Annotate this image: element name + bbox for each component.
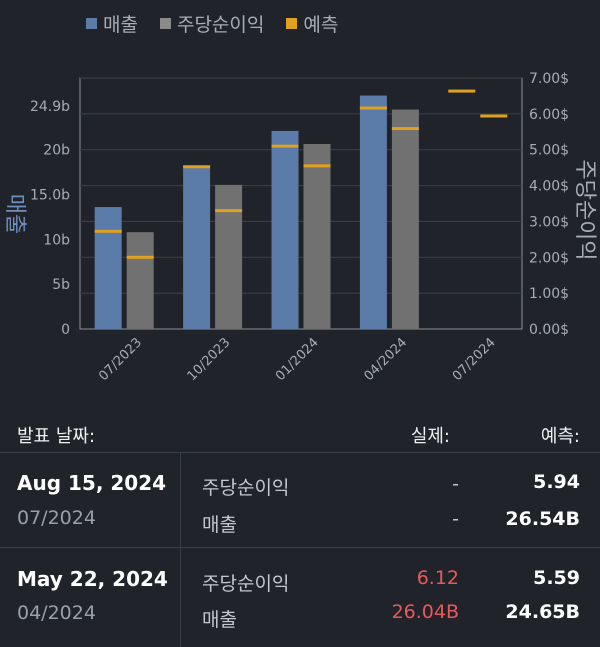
y-tick-label-left: 0 bbox=[61, 322, 70, 338]
metric-actual: - bbox=[452, 473, 459, 495]
legend-item-revenue[interactable]: 매출 bbox=[86, 10, 138, 37]
forecast-marker-revenue bbox=[359, 106, 387, 110]
y-tick-label-right: 7.00$ bbox=[529, 71, 569, 87]
legend-swatch-forecast bbox=[286, 18, 298, 29]
y-tick-label-right: 6.00$ bbox=[529, 107, 569, 123]
forecast-marker-revenue bbox=[448, 89, 476, 93]
row-divider bbox=[180, 453, 181, 547]
x-tick-label: 10/2023 bbox=[185, 335, 234, 384]
legend-swatch-eps bbox=[159, 18, 171, 29]
legend-swatch-revenue bbox=[86, 18, 97, 29]
earnings-chart: 0.00$ 1.00$ 2.00$ 3.00$ 4.00$ 5.00$ 6.00$ 7.00$… bbox=[2, 71, 597, 384]
row-date: May 22, 2024 bbox=[17, 567, 168, 591]
forecast-marker-revenue bbox=[271, 144, 299, 148]
y-tick-label-left: 24.9b bbox=[30, 99, 70, 115]
table-row: May 22, 2024 04/2024 주당순이익 6.12 5.59 매출 … bbox=[0, 547, 600, 647]
metric-name: 주당순이익 bbox=[202, 477, 290, 499]
metric-estimate: 24.65B bbox=[505, 601, 580, 623]
row-period: 07/2024 bbox=[17, 507, 96, 529]
bar-eps bbox=[391, 109, 419, 329]
header-estimate: 예측: bbox=[540, 426, 580, 447]
metric-actual: 26.04B bbox=[391, 601, 459, 623]
forecast-marker-eps bbox=[215, 209, 243, 213]
bar-eps bbox=[303, 143, 331, 329]
forecast-marker-eps bbox=[303, 164, 331, 168]
y-tick-label-right: 1.00$ bbox=[529, 286, 569, 302]
bar-eps bbox=[126, 232, 154, 329]
bar-revenue bbox=[94, 207, 122, 329]
bar-revenue bbox=[183, 166, 211, 329]
table-row: Aug 15, 2024 07/2024 주당순이익 - 5.94 매출 - 2… bbox=[0, 452, 600, 547]
y-tick-label-right: 3.00$ bbox=[529, 214, 569, 230]
bar-eps bbox=[215, 184, 243, 329]
y-tick-label-left: 5b bbox=[52, 277, 70, 293]
y-axis-title-right: 주당순이익 bbox=[572, 159, 597, 260]
legend-item-eps[interactable]: 주당순이익 bbox=[159, 10, 265, 37]
row-period: 04/2024 bbox=[17, 602, 96, 624]
legend-label-revenue: 매출 bbox=[103, 14, 138, 36]
bar-revenue bbox=[359, 95, 387, 329]
metric-estimate: 26.54B bbox=[505, 508, 580, 530]
legend-label-eps: 주당순이익 bbox=[176, 14, 265, 36]
y-tick-label-left: 20b bbox=[43, 143, 70, 159]
forecast-marker-eps bbox=[391, 127, 419, 131]
chart-legend: 매출 주당순이익 예측 bbox=[86, 10, 338, 37]
y-tick-label-right: 2.00$ bbox=[529, 250, 569, 266]
metric-name: 매출 bbox=[202, 609, 237, 631]
x-tick-label: 04/2024 bbox=[361, 335, 410, 384]
header-actual: 실제: bbox=[410, 426, 450, 447]
metric-actual: 6.12 bbox=[416, 567, 459, 589]
metric-estimate: 5.59 bbox=[533, 567, 580, 589]
y-tick-label-right: 0.00$ bbox=[529, 322, 569, 338]
x-tick-label: 07/2024 bbox=[450, 335, 499, 384]
x-tick-label: 07/2023 bbox=[96, 335, 145, 384]
y-axis-title-left: 매출 bbox=[2, 194, 27, 234]
metric-estimate: 5.94 bbox=[533, 471, 580, 493]
table-header: 발표 날짜: 실제: 예측: bbox=[0, 422, 600, 450]
legend-item-forecast[interactable]: 예측 bbox=[286, 10, 338, 37]
forecast-marker-revenue bbox=[94, 229, 122, 233]
metric-actual: - bbox=[452, 508, 459, 530]
forecast-marker-eps bbox=[126, 255, 154, 259]
metric-name: 매출 bbox=[202, 514, 237, 536]
y-tick-label-right: 4.00$ bbox=[529, 179, 569, 195]
forecast-marker-eps bbox=[480, 114, 508, 118]
bar-revenue bbox=[271, 130, 299, 329]
row-divider bbox=[180, 548, 181, 647]
y-tick-label-left: 15.0b bbox=[30, 188, 70, 204]
header-date: 발표 날짜: bbox=[17, 426, 96, 447]
x-tick-label: 01/2024 bbox=[273, 335, 322, 384]
legend-label-forecast: 예측 bbox=[303, 14, 339, 36]
forecast-marker-revenue bbox=[183, 165, 211, 169]
y-tick-label-left: 10b bbox=[43, 232, 70, 248]
metric-name: 주당순이익 bbox=[202, 573, 290, 595]
y-tick-label-right: 5.00$ bbox=[529, 143, 569, 159]
row-date: Aug 15, 2024 bbox=[17, 471, 167, 495]
